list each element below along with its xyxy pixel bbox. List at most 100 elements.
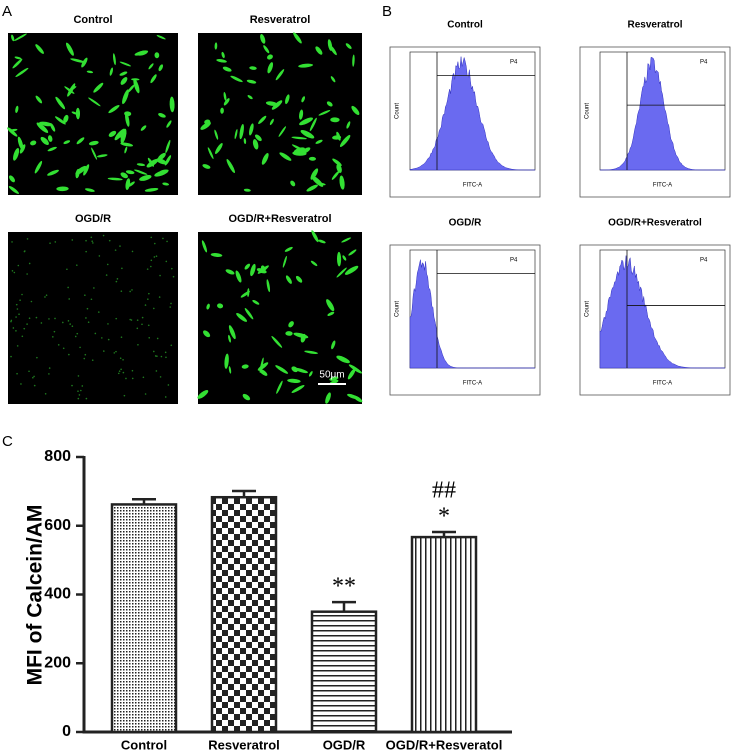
cell [275, 69, 285, 81]
cell [81, 57, 88, 68]
cell [120, 336, 123, 339]
cell [203, 330, 211, 338]
axis-label: Count [395, 103, 401, 119]
cell [83, 164, 90, 176]
cell [114, 249, 117, 251]
cell [66, 42, 74, 56]
cell [10, 319, 13, 322]
cell [287, 378, 301, 383]
image-title: OGD/R [75, 213, 111, 225]
histogram-area [599, 255, 726, 369]
cell [300, 130, 315, 139]
cell [345, 43, 352, 49]
cell [150, 259, 153, 262]
cell [169, 96, 175, 113]
cell [169, 306, 172, 308]
cell [94, 332, 97, 335]
cell [341, 237, 352, 243]
cell [76, 332, 79, 335]
cell [162, 237, 164, 240]
cell [88, 97, 101, 107]
cell [23, 327, 26, 330]
cell [24, 250, 26, 252]
cell [172, 275, 175, 278]
cell [171, 267, 173, 270]
cell [30, 300, 33, 303]
cell [158, 296, 161, 298]
cell [250, 263, 256, 277]
cell [164, 351, 167, 354]
cell [131, 250, 134, 253]
cell [18, 313, 20, 316]
cell [215, 143, 223, 154]
cell [131, 369, 134, 372]
cell [28, 370, 30, 373]
cell [207, 147, 214, 160]
cell [291, 385, 305, 393]
cell [15, 105, 19, 114]
axis-label: FITC-A [653, 183, 672, 189]
cell [223, 92, 227, 101]
cell [165, 356, 167, 359]
cell [155, 370, 158, 372]
cell [125, 178, 131, 190]
cell [129, 290, 131, 293]
cell [275, 365, 289, 374]
cell [329, 376, 339, 381]
cell [347, 393, 359, 400]
cell [223, 98, 230, 106]
cell [158, 113, 166, 118]
cell [330, 76, 336, 83]
axis-label: FITC-A [463, 183, 482, 189]
cell [26, 238, 29, 240]
cell [55, 116, 66, 125]
cell [16, 372, 18, 375]
cell [310, 260, 318, 267]
cell [125, 377, 127, 380]
cell [150, 236, 153, 239]
cell [63, 140, 71, 145]
cell [164, 155, 172, 166]
cell [134, 169, 148, 175]
cell [301, 96, 306, 103]
cell [105, 274, 108, 276]
cell [56, 186, 69, 192]
cell [252, 299, 260, 305]
cell [91, 147, 98, 160]
error-bar [332, 600, 356, 612]
y-tick-label: 800 [44, 448, 71, 465]
cell [325, 392, 331, 404]
cell [36, 122, 49, 133]
cell [103, 350, 105, 352]
cell [331, 170, 340, 180]
cell [88, 140, 99, 146]
cell [304, 350, 318, 354]
cell [164, 396, 167, 398]
cell [150, 74, 157, 84]
cell [339, 134, 351, 147]
x-tick-label: OGD/R+Resveratol [386, 737, 503, 752]
cell [225, 269, 235, 275]
cell [47, 146, 57, 152]
cell [90, 298, 93, 301]
cell [146, 268, 149, 270]
cell [315, 139, 323, 144]
cell [101, 337, 103, 339]
cell [48, 373, 50, 375]
cell [121, 267, 123, 270]
cell [158, 64, 164, 72]
image-title: Control [73, 14, 112, 26]
cell [79, 346, 81, 349]
cell [52, 336, 54, 338]
cell [285, 94, 290, 105]
cell [91, 240, 93, 243]
cell [318, 239, 326, 244]
cell [40, 322, 43, 324]
cell [267, 62, 274, 74]
cell [20, 383, 22, 385]
cell [62, 347, 65, 350]
cell [261, 153, 269, 165]
cell [247, 288, 250, 297]
cell [115, 317, 118, 320]
cell [85, 317, 87, 319]
